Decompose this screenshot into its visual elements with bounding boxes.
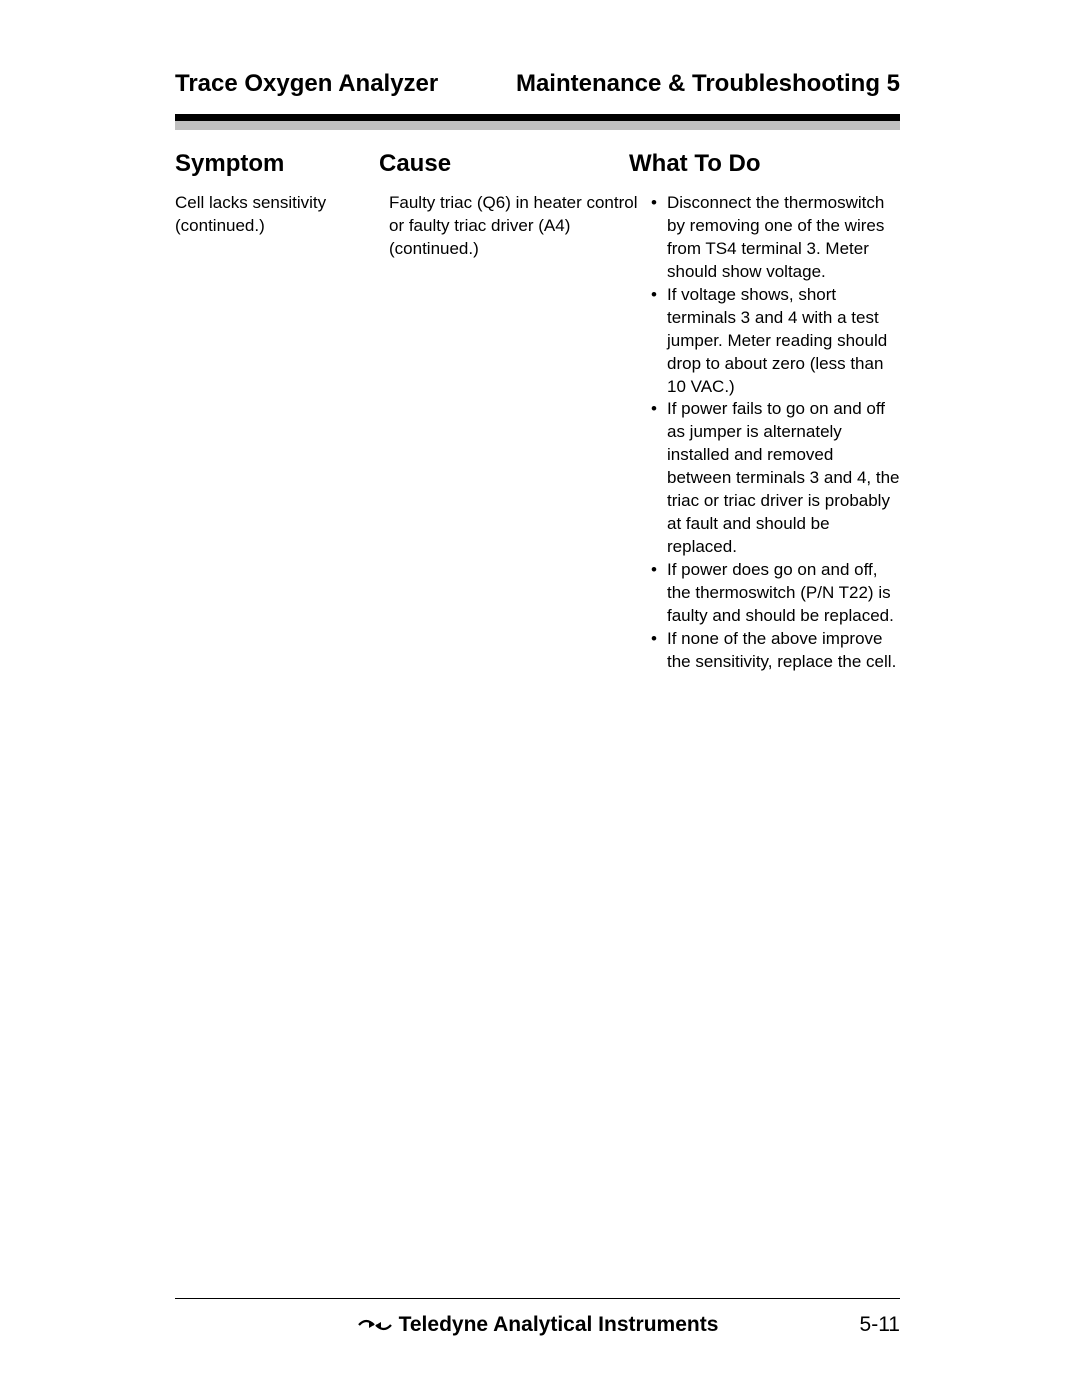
header-left: Trace Oxygen Analyzer [175,70,438,98]
table-row: Cell lacks sensitivity (continued.) Faul… [175,192,900,674]
cell-cause: Faulty triac (Q6) in heater control or f… [389,192,649,674]
header-rule [175,114,900,130]
rule-grey [175,121,900,130]
page-number: 5-11 [860,1313,900,1337]
header-right: Maintenance & Troubleshooting 5 [516,70,900,98]
footer-brand-text: Teledyne Analytical Instruments [399,1313,719,1337]
col-whattodo: What To Do [629,150,900,178]
page-header: Trace Oxygen Analyzer Maintenance & Trou… [175,70,900,98]
spacer [175,674,900,1298]
footer-rule [175,1298,900,1299]
todo-item: Disconnect the thermoswitch by removing … [667,192,900,284]
todo-item: If power does go on and off, the thermos… [667,559,900,628]
col-cause: Cause [379,150,629,178]
page-footer: Teledyne Analytical Instruments 5-11 [175,1313,900,1337]
todo-list: Disconnect the thermoswitch by removing … [649,192,900,674]
rule-black [175,114,900,121]
cell-whattodo: Disconnect the thermoswitch by removing … [649,192,900,674]
todo-item: If voltage shows, short terminals 3 and … [667,284,900,399]
todo-item: If power fails to go on and off as jumpe… [667,398,900,559]
column-headers: Symptom Cause What To Do [175,150,900,178]
cell-symptom: Cell lacks sensitivity (continued.) [175,192,389,674]
footer-brand: Teledyne Analytical Instruments [357,1313,719,1337]
col-symptom: Symptom [175,150,379,178]
manual-page: Trace Oxygen Analyzer Maintenance & Trou… [0,0,1080,1397]
todo-item: If none of the above improve the sensiti… [667,628,900,674]
brand-logo-icon [357,1316,393,1334]
